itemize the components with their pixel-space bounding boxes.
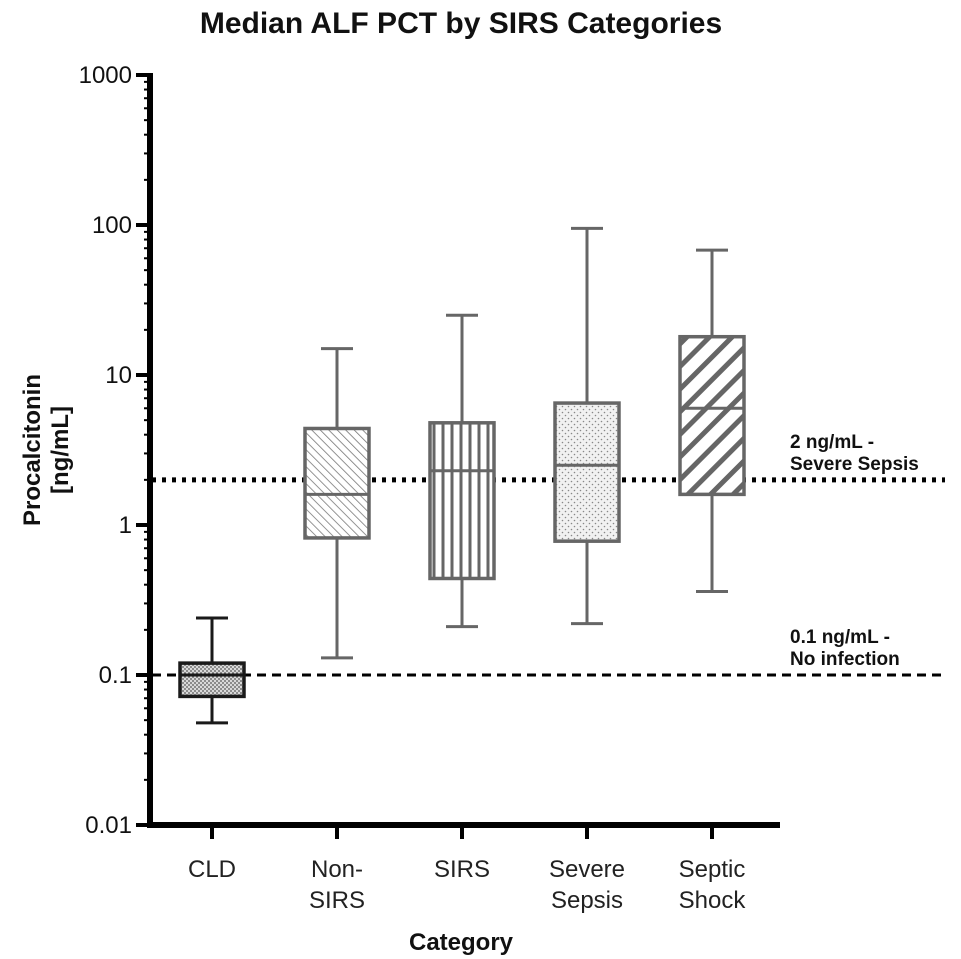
box-group-1 [303, 347, 371, 660]
box-iqr [178, 661, 246, 699]
boxes [178, 226, 746, 725]
box-iqr [428, 421, 496, 581]
category-label: SIRS [434, 856, 490, 883]
y-tick-label: 10 [105, 362, 132, 389]
box-group-2 [428, 313, 496, 629]
category-label: Sepsis [551, 887, 623, 914]
y-axis-label: Procalcitonin [ng/mL] [19, 374, 74, 526]
box-iqr [678, 334, 746, 497]
y-axis-label-line-2: [ng/mL] [47, 406, 74, 494]
reference-line-label-1-1: No infection [790, 649, 900, 670]
category-label: Non- [311, 856, 363, 883]
axes: 0.01 0.1 1 10 100 1000 CLD Non- SIRS SIRS Severe Se… [79, 62, 780, 914]
x-axis-label: Category [409, 929, 514, 956]
y-tick-label: 100 [92, 212, 132, 239]
category-label: SIRS [309, 887, 365, 914]
reference-line-label-0-0: 2 ng/mL - [790, 432, 874, 453]
category-label: Septic [679, 856, 746, 883]
reference-line-label-1-0: 0.1 ng/mL - [790, 627, 890, 648]
category-label: Shock [679, 887, 747, 914]
y-tick-label: 0.01 [85, 812, 132, 839]
y-tick-label: 1 [119, 512, 132, 539]
box-group-0 [178, 616, 246, 725]
category-label: CLD [188, 856, 236, 883]
box-group-3 [553, 226, 621, 626]
reference-line-label-0-1: Severe Sepsis [790, 454, 919, 475]
box-group-4 [678, 248, 746, 594]
y-axis-label-line-1: Procalcitonin [19, 374, 46, 526]
category-label: Severe [549, 856, 625, 883]
box-iqr [553, 401, 621, 543]
y-tick-label: 1000 [79, 62, 132, 89]
reference-lines: 2 ng/mL -Severe Sepsis 0.1 ng/mL -No infe… [152, 432, 945, 677]
box-iqr [303, 426, 371, 540]
y-tick-label: 0.1 [99, 662, 132, 689]
chart-title: Median ALF PCT by SIRS Categories [200, 7, 722, 40]
